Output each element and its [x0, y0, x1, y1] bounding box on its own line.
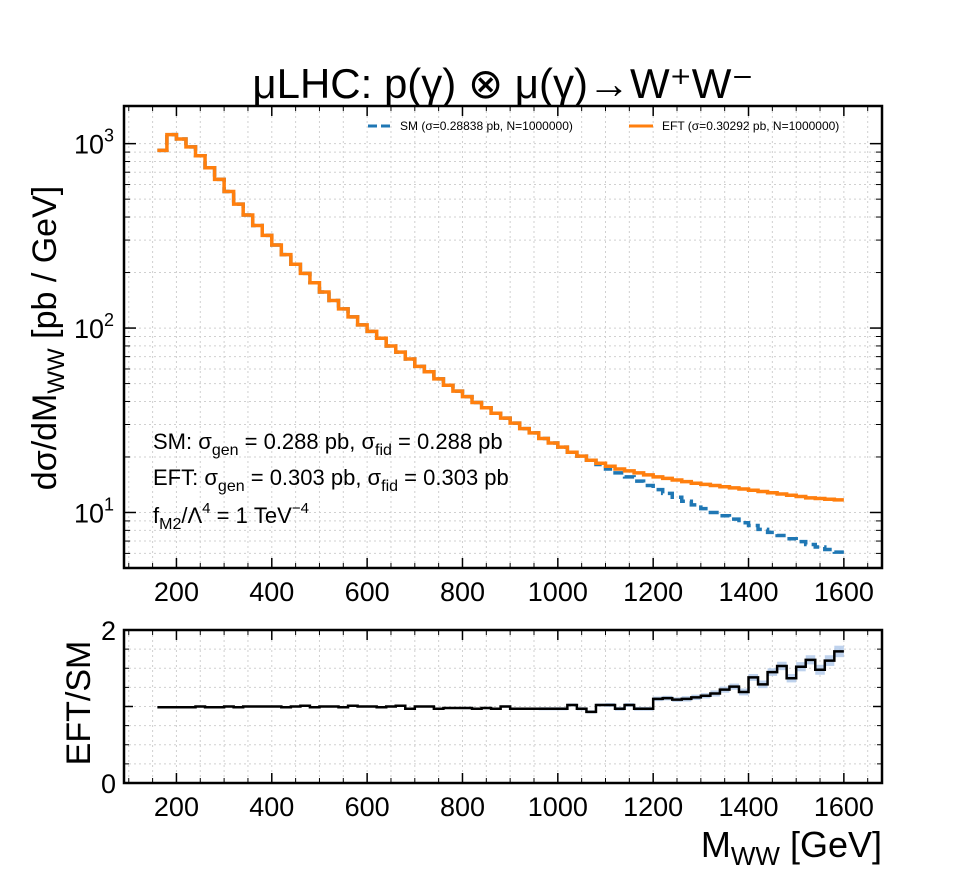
main-axis-ticks: 200 400 600 800 1000 1200 1400 1600 101 102 103	[74, 106, 882, 607]
main-x-tick-label: 200	[154, 577, 199, 607]
main-plot-frame	[122, 104, 884, 570]
main-y-tick-label: 102	[74, 310, 114, 344]
main-x-tick-label: 400	[249, 577, 294, 607]
main-y-tick-label: 101	[74, 494, 114, 528]
ratio-series	[157, 645, 844, 714]
annotation-sm: SM: σgen = 0.288 pb, σfid = 0.288 pb	[153, 429, 503, 459]
main-x-tick-label: 1400	[718, 577, 778, 607]
ratio-x-tick-label: 1400	[718, 792, 778, 822]
ratio-y-tick-label: 2	[101, 616, 116, 646]
main-x-tick-label: 1200	[623, 577, 683, 607]
x-axis-label: MWW [GeV]	[701, 824, 882, 871]
main-y-axis-label: dσ/dMWW [pb / GeV]	[26, 186, 70, 490]
ratio-y-tick-label: 0	[101, 769, 116, 799]
main-x-tick-label: 800	[440, 577, 485, 607]
annotation-coupling: fM2/Λ4 = 1 TeV−4	[153, 500, 309, 533]
main-x-tick-label: 600	[345, 577, 390, 607]
ratio-grid	[124, 630, 882, 783]
legend-sm-label: SM (σ=0.28838 pb, N=1000000)	[400, 119, 573, 133]
ratio-y-axis-label: EFT/SM	[60, 641, 98, 766]
main-y-tick-label: 103	[74, 126, 114, 160]
ratio-x-tick-label: 400	[249, 792, 294, 822]
ratio-x-tick-label: 800	[440, 792, 485, 822]
ratio-x-tick-label: 1200	[623, 792, 683, 822]
ratio-series-line	[157, 650, 844, 714]
main-grid	[124, 106, 882, 569]
main-series	[157, 132, 844, 554]
main-x-tick-label: 1000	[528, 577, 588, 607]
ratio-x-tick-label: 600	[345, 792, 390, 822]
legend-eft-label: EFT (σ=0.30292 pb, N=1000000)	[662, 119, 839, 133]
ratio-x-tick-label: 1600	[814, 792, 874, 822]
main-x-tick-label: 1600	[814, 577, 874, 607]
ratio-x-tick-label: 1000	[528, 792, 588, 822]
ratio-axis-ticks: 200 400 600 800 1000 1200 1400 1600 0 2	[101, 616, 882, 822]
legend: SM (σ=0.28838 pb, N=1000000) EFT (σ=0.30…	[368, 119, 839, 133]
annotation-eft: EFT: σgen = 0.303 pb, σfid = 0.303 pb	[153, 465, 509, 495]
chart-title: μLHC: p(γ) ⊗ μ(γ)→W⁺W⁻	[252, 60, 753, 107]
eft-series-line	[157, 132, 844, 502]
ratio-x-tick-label: 200	[154, 792, 199, 822]
